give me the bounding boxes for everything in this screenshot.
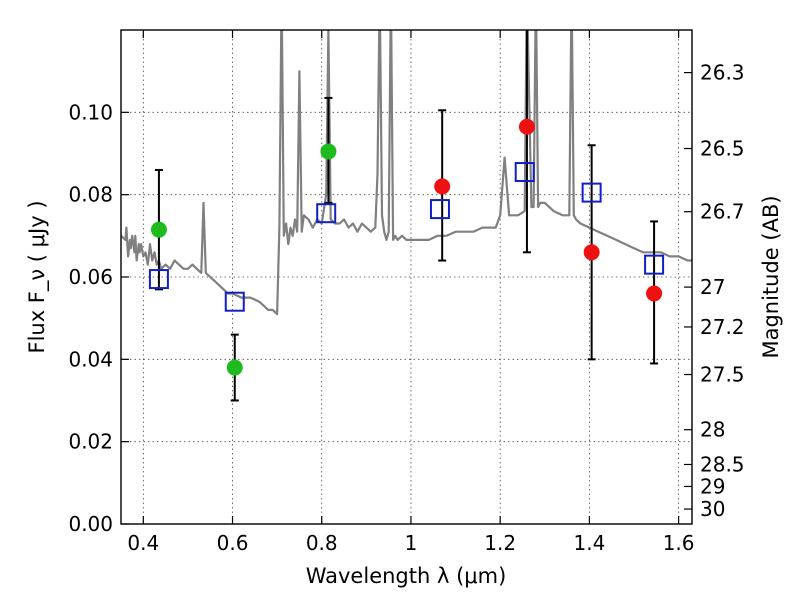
y-tick-label: 0.02: [68, 430, 113, 454]
y-tick-label: 0.08: [68, 183, 113, 207]
magnitude-tick-label: 30: [700, 497, 725, 521]
x-tick-label: 1.2: [484, 531, 516, 555]
x-axis-label: Wavelength λ (μm): [306, 564, 507, 588]
observed-nir-point: [518, 118, 535, 135]
magnitude-tick-label: 26.3: [700, 61, 745, 85]
x-tick-label: 0.8: [306, 531, 338, 555]
y-tick-label: 0.00: [68, 512, 113, 536]
spectrum-line: [121, 30, 692, 316]
plot-area: [121, 30, 692, 402]
observed-nir-point: [583, 244, 600, 261]
x-tick-label: 1.6: [663, 531, 695, 555]
x-tick-label: 0.6: [217, 531, 249, 555]
observed-nir-point: [646, 285, 663, 302]
magnitude-tick-label: 29: [700, 474, 725, 498]
magnitude-tick-label: 27.5: [700, 363, 745, 387]
magnitude-tick-label: 26.7: [700, 200, 745, 224]
grid-lines: [121, 30, 692, 525]
y-tick-label: 0.04: [68, 347, 113, 371]
y-axis-label: Flux F_ν ( μJy ): [25, 200, 50, 353]
magnitude-tick-label: 27.2: [700, 315, 745, 339]
observed-optical-point: [150, 221, 167, 238]
x-tick-label: 0.4: [127, 531, 159, 555]
x-tick-label: 1: [405, 531, 418, 555]
observed-optical-point: [320, 143, 337, 160]
model-point: [644, 254, 665, 275]
model-point: [514, 162, 535, 183]
y-tick-label: 0.06: [68, 265, 113, 289]
observed-optical-point: [226, 359, 243, 376]
y-tick-label: 0.10: [68, 100, 113, 124]
x-tick-label: 1.4: [573, 531, 605, 555]
model-point: [429, 199, 450, 220]
right-y-axis-label: Magnitude (AB): [759, 195, 783, 358]
magnitude-tick-label: 28.5: [700, 452, 745, 476]
model-point: [224, 291, 245, 312]
magnitude-tick-label: 26.5: [700, 137, 745, 161]
axis-ticks: 0.4 0.6 0.8 1 1.2 1.4 1.6 0.00 0.02 0.04 0.06 0.08 0…: [68, 30, 745, 555]
model-point: [316, 203, 337, 224]
magnitude-tick-label: 28: [700, 418, 725, 442]
observed-nir-point: [434, 178, 451, 195]
magnitude-tick-label: 27: [700, 275, 725, 299]
model-point: [148, 269, 169, 290]
model-point: [581, 182, 602, 203]
